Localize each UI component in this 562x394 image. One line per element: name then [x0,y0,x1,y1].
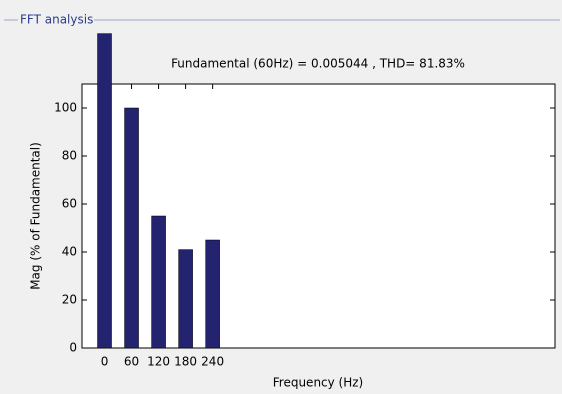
y-tick-label: 100 [54,101,77,115]
panel-title-bg [18,11,94,29]
x-tick-label: 180 [174,355,197,369]
bar [151,215,166,349]
y-tick-label: 40 [62,245,77,259]
panel-title: FFT analysis [20,13,93,27]
bar [205,239,220,349]
x-tick-label: 60 [124,355,139,369]
y-tick-label: 80 [62,149,77,163]
x-tick-label: 0 [101,355,109,369]
y-tick-label: 60 [62,197,77,211]
bar [178,249,193,349]
x-tick-label: 240 [201,355,224,369]
x-axis-label: Frequency (Hz) [273,376,364,390]
bar [124,107,139,349]
chart-title: Fundamental (60Hz) = 0.005044 , THD= 81.… [171,57,465,71]
y-axis-label: Mag (% of Fundamental) [29,142,43,290]
y-tick-label: 0 [69,341,77,355]
x-tick-label: 120 [147,355,170,369]
y-tick-label: 20 [62,293,77,307]
bar [97,33,112,349]
